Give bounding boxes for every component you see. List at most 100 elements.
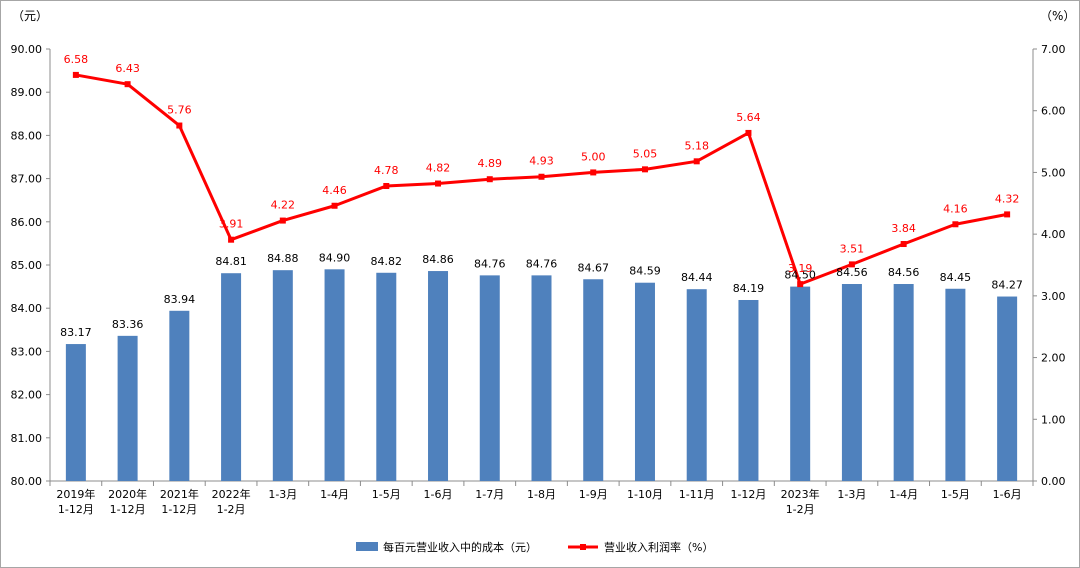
x-tick-label: 1-2月 [786, 503, 815, 516]
line-point [693, 158, 700, 165]
bar-value-label: 83.17 [60, 326, 92, 339]
legend-line-marker [580, 544, 586, 550]
line-series [72, 71, 1011, 288]
bar [272, 270, 293, 481]
line-value-label: 5.64 [736, 111, 761, 124]
line-value-label: 5.18 [684, 139, 709, 152]
left-tick-label: 85.00 [11, 259, 43, 272]
line-value-label: 4.16 [943, 202, 968, 215]
bar [841, 284, 862, 481]
right-tick-label: 3.00 [1041, 290, 1066, 303]
bar-value-label: 83.94 [164, 293, 196, 306]
bar-value-label: 84.90 [319, 251, 351, 264]
bar-value-label: 84.82 [371, 255, 403, 268]
left-tick-label: 86.00 [11, 216, 43, 229]
bar-value-label: 84.81 [215, 255, 247, 268]
bar [997, 296, 1018, 481]
x-tick-label: 1-9月 [579, 488, 608, 501]
line-point [228, 236, 235, 243]
line-value-label: 5.00 [581, 150, 606, 163]
line-value-label: 4.32 [995, 192, 1020, 205]
right-tick-label: 2.00 [1041, 352, 1066, 365]
line-point [486, 176, 493, 183]
bar [324, 269, 345, 481]
bar-value-label: 84.19 [733, 282, 765, 295]
bar-value-label: 84.59 [629, 265, 661, 278]
bar [790, 286, 811, 481]
bar [479, 275, 500, 481]
line-value-label: 5.05 [633, 147, 658, 160]
left-tick-label: 84.00 [11, 302, 43, 315]
x-tick-label: 1-10月 [627, 488, 663, 501]
line-value-label: 6.43 [115, 62, 140, 75]
right-tick-label: 6.00 [1041, 105, 1066, 118]
line-point [745, 129, 752, 136]
bar [893, 284, 914, 481]
bar-value-label: 84.56 [888, 266, 920, 279]
line-value-label: 4.78 [374, 164, 399, 177]
legend: 每百元营业收入中的成本（元） 营业收入利润率（%） [356, 540, 713, 554]
bar [738, 299, 759, 481]
right-tick-label: 0.00 [1041, 475, 1066, 488]
line-value-label: 6.58 [64, 53, 89, 66]
x-tick-label: 1-8月 [527, 488, 556, 501]
left-tick-label: 88.00 [11, 129, 43, 142]
left-tick-label: 90.00 [11, 43, 43, 56]
x-tick-label: 1-2月 [217, 503, 246, 516]
x-tick-label: 1-11月 [679, 488, 715, 501]
line-point [797, 281, 804, 288]
right-tick-label: 7.00 [1041, 43, 1066, 56]
legend-bar-swatch [356, 542, 378, 551]
bar-value-label: 84.76 [474, 257, 506, 270]
left-tick-label: 89.00 [11, 86, 43, 99]
line-value-label: 4.82 [426, 162, 451, 175]
x-tick-label: 1-12月 [58, 503, 94, 516]
bar [428, 271, 449, 481]
left-tick-label: 83.00 [11, 345, 43, 358]
x-tick-label: 1-7月 [475, 488, 504, 501]
bar [531, 275, 552, 481]
x-tick-label: 1-6月 [424, 488, 453, 501]
line-value-label: 4.22 [271, 199, 296, 212]
bar [686, 289, 707, 481]
x-tick-label: 1-5月 [372, 488, 401, 501]
bar-value-label: 84.67 [577, 261, 609, 274]
x-tick-label: 1-6月 [993, 488, 1022, 501]
x-tick-label: 2022年 [212, 487, 251, 501]
line-point [538, 173, 545, 180]
right-tick-label: 1.00 [1041, 413, 1066, 426]
x-tick-label: 1-12月 [110, 503, 146, 516]
legend-bar-label: 每百元营业收入中的成本（元） [383, 540, 537, 554]
bar [583, 279, 604, 481]
line-value-label: 3.91 [219, 218, 244, 231]
line-value-label: 5.76 [167, 104, 192, 117]
x-tick-label: 2019年 [56, 487, 95, 501]
axes: 80.00 81.00 82.00 83.00 84.00 85.00 86.00 87.00… [11, 43, 1066, 516]
bar [65, 344, 86, 481]
left-tick-label: 80.00 [11, 475, 43, 488]
line-point [848, 261, 855, 268]
line-value-label: 4.89 [478, 157, 503, 170]
line-point [952, 221, 959, 228]
bar-value-label: 83.36 [112, 318, 144, 331]
line-point [590, 169, 597, 176]
left-tick-label: 82.00 [11, 389, 43, 402]
line-value-label: 3.19 [788, 262, 813, 275]
line-value-label: 3.51 [840, 242, 865, 255]
line-point [1004, 211, 1011, 218]
line-point [176, 122, 183, 129]
data-labels: 83.17 83.36 83.94 84.81 84.88 84.90 84.82 84.86… [60, 53, 1023, 339]
left-axis-unit: （元） [12, 9, 48, 23]
line-value-label: 3.84 [891, 222, 916, 235]
bar-value-label: 84.27 [991, 279, 1023, 292]
right-tick-label: 5.00 [1041, 166, 1066, 179]
bar-value-label: 84.76 [526, 257, 558, 270]
line-point [641, 166, 648, 173]
bar-value-label: 84.56 [836, 266, 868, 279]
bar-value-label: 84.50 [784, 269, 816, 282]
left-tick-label: 87.00 [11, 173, 43, 186]
x-tick-label: 1-12月 [161, 503, 197, 516]
x-tick-label: 2021年 [160, 487, 199, 501]
